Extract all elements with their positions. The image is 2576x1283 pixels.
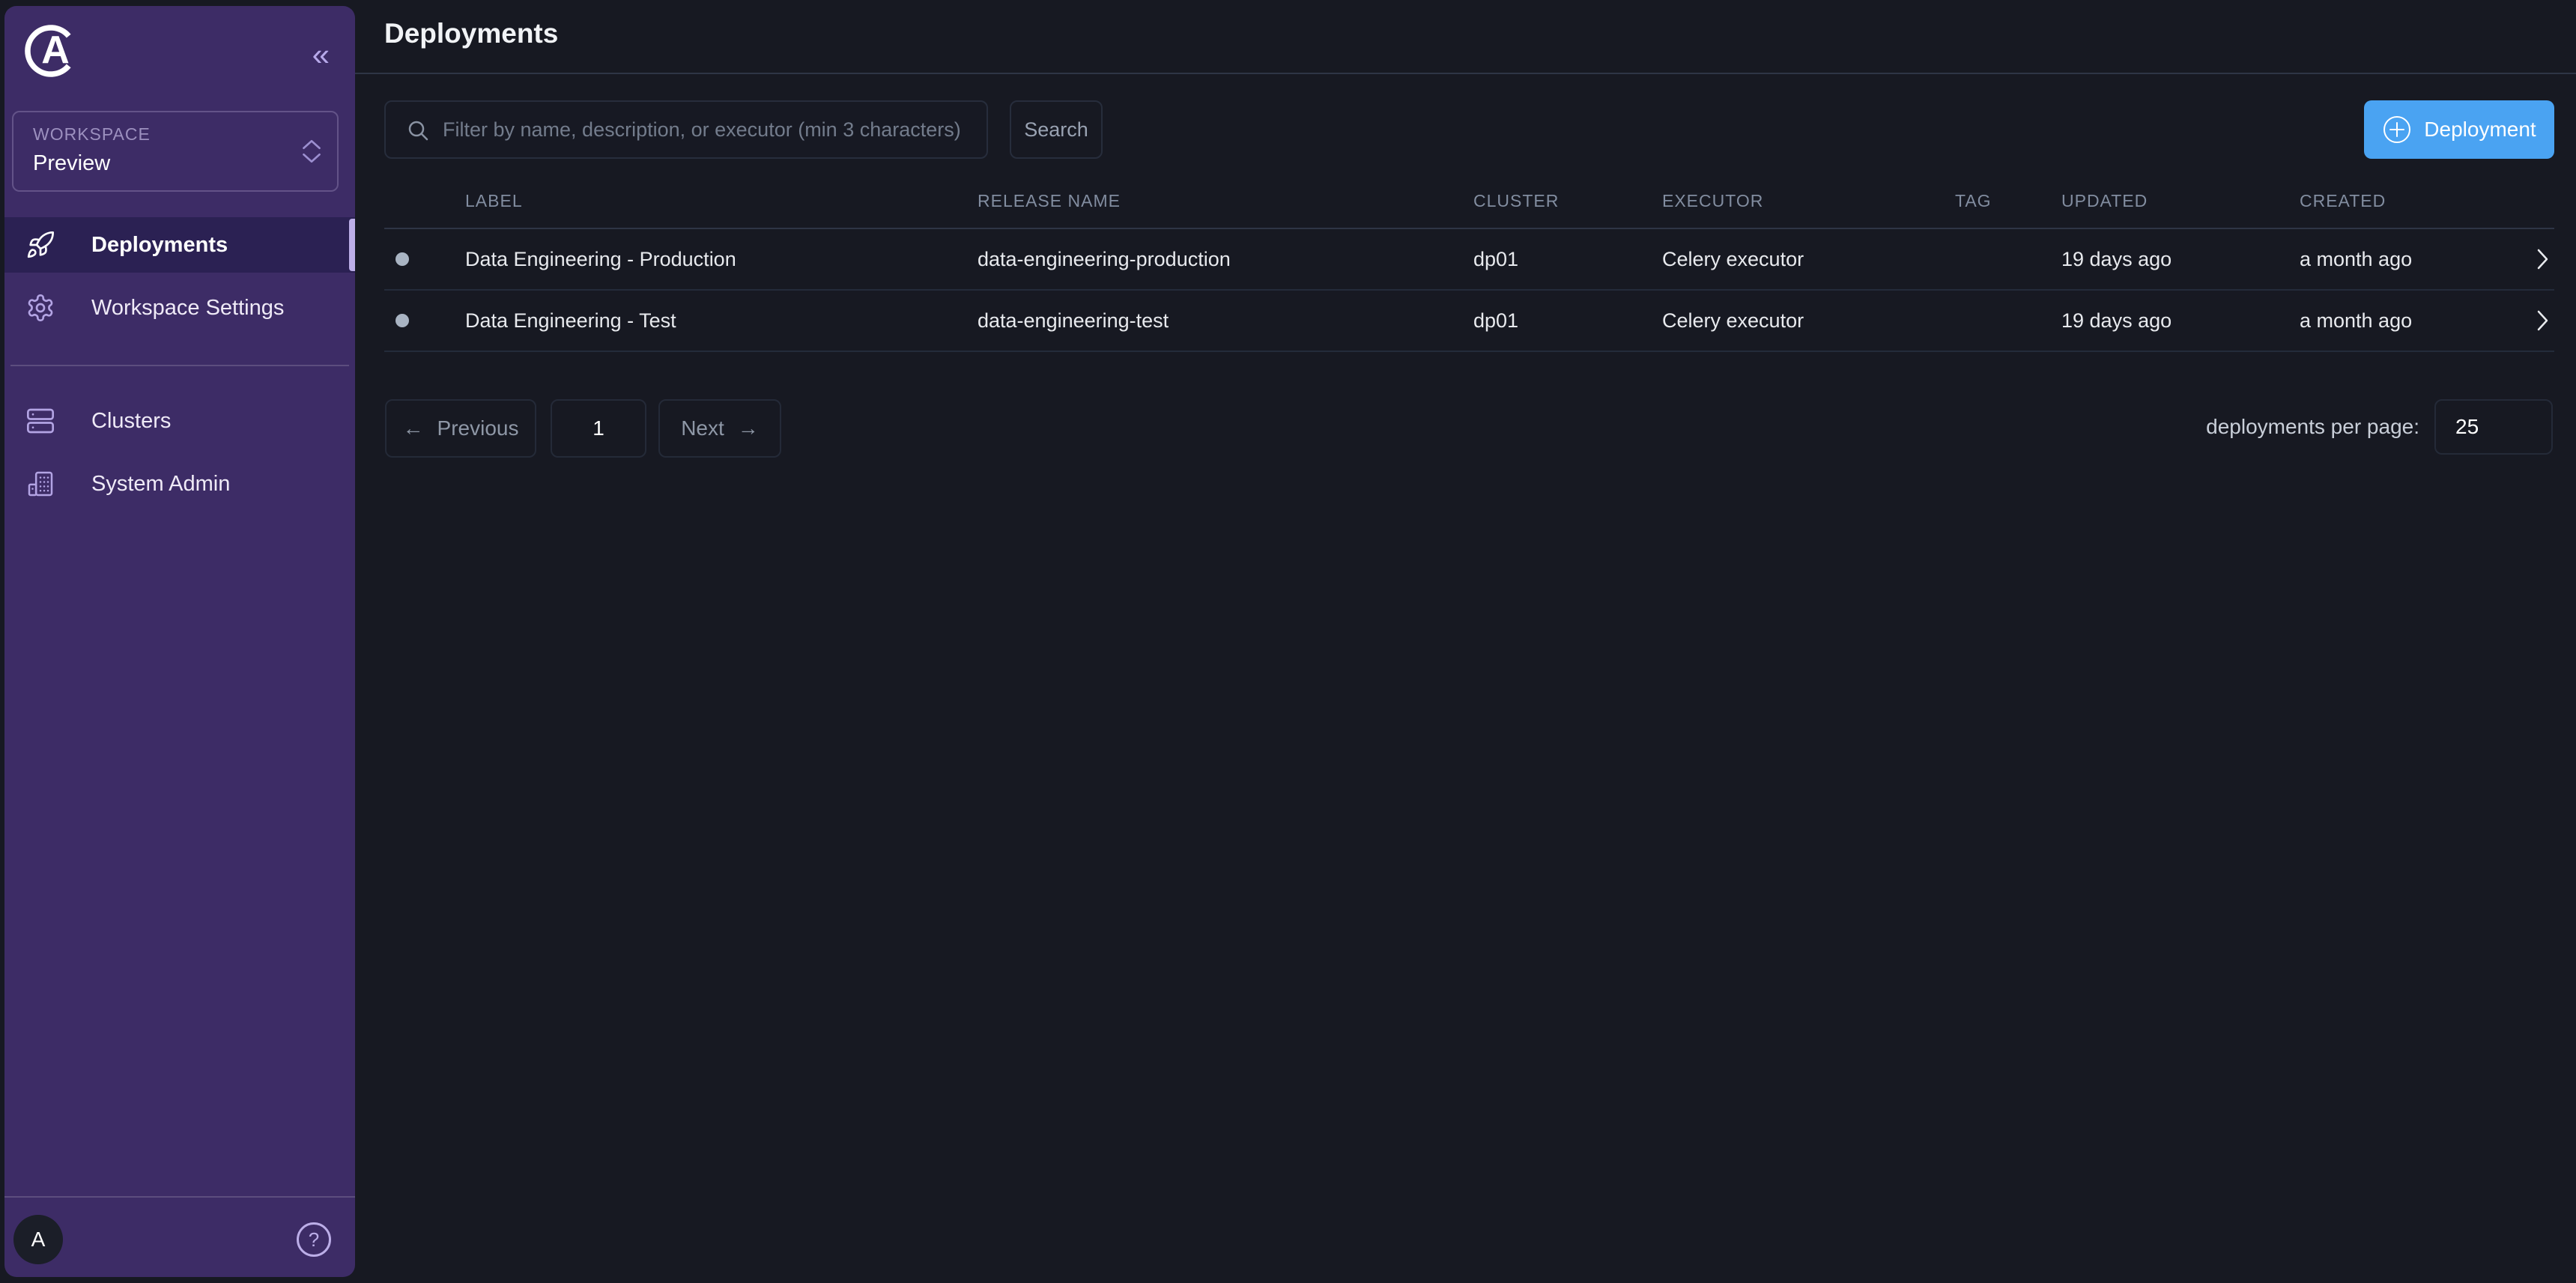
title-divider [355,73,2576,74]
cell-created: a month ago [2300,309,2413,332]
per-page-label: deployments per page: [2206,415,2419,438]
search-field [384,100,988,159]
chevron-right-icon [2537,310,2548,331]
sidebar-item-label: Workspace Settings [91,295,285,320]
new-deployment-label: Deployment [2424,118,2536,141]
column-header-release-name: RELEASE NAME [978,190,1121,210]
svg-text:A: A [41,28,70,72]
page-title: Deployments [384,18,559,49]
table-row[interactable]: Data Engineering - Test data-engineering… [384,291,2554,352]
search-button[interactable]: Search [1010,100,1103,159]
chevron-right-icon [2537,249,2548,270]
previous-label: Previous [437,416,519,440]
pagination: ← Previous 1 Next → [385,399,781,458]
next-page-button[interactable]: Next → [658,399,781,458]
astronomer-logo-icon: A [25,25,71,77]
sidebar: A « WORKSPACE Preview Deployments [4,6,355,1277]
sidebar-item-deployments[interactable]: Deployments [4,217,355,273]
workspace-selector-label: WORKSPACE [33,124,151,144]
status-cell [384,252,465,266]
help-icon[interactable]: ? [297,1222,331,1257]
sidebar-divider [10,365,349,366]
rocket-icon [27,231,54,258]
status-dot [396,314,409,327]
workspace-selector[interactable]: WORKSPACE Preview [12,111,339,192]
cell-created: a month ago [2300,247,2413,270]
sidebar-collapse-button[interactable]: « [312,37,330,72]
search-input[interactable] [443,102,975,157]
sidebar-item-clusters[interactable]: Clusters [4,393,355,449]
column-header-tag: TAG [1955,190,1992,210]
status-dot [396,252,409,266]
cell-release-name: data-engineering-test [978,309,1169,332]
column-header-updated: UPDATED [2061,190,2148,210]
per-page-select[interactable]: 25 [2434,399,2553,455]
cell-executor: Celery executor [1662,309,1804,332]
sidebar-item-label: Clusters [91,408,172,433]
user-avatar[interactable]: A [13,1215,63,1264]
circle-plus-icon [2383,116,2411,143]
previous-page-button[interactable]: ← Previous [385,399,536,458]
table-header-row: LABEL RELEASE NAME CLUSTER EXECUTOR TAG … [384,174,2554,229]
cell-cluster: dp01 [1473,309,1519,332]
gear-icon [28,294,53,321]
sidebar-item-workspace-settings[interactable]: Workspace Settings [4,280,355,336]
cell-label: Data Engineering - Production [465,247,736,270]
new-deployment-button[interactable]: Deployment [2364,100,2554,159]
per-page-control: deployments per page: 25 [2206,399,2553,455]
page-number-box[interactable]: 1 [551,399,646,458]
arrow-left-icon: ← [402,416,424,440]
sidebar-item-system-admin[interactable]: System Admin [4,456,355,512]
column-header-created: CREATED [2300,190,2386,210]
cell-updated: 19 days ago [2061,309,2172,332]
status-cell [384,314,465,327]
cell-cluster: dp01 [1473,247,1519,270]
column-header-label: LABEL [465,190,523,210]
cell-executor: Celery executor [1662,247,1804,270]
sidebar-item-label: Deployments [91,232,228,257]
cell-label: Data Engineering - Test [465,309,676,332]
server-stack-icon [27,408,54,434]
next-label: Next [681,416,724,440]
main-content: Deployments Search Deployment LABEL RE [355,0,2576,1283]
workspace-selector-value: Preview [33,151,111,175]
deployments-table: LABEL RELEASE NAME CLUSTER EXECUTOR TAG … [384,174,2554,352]
cell-updated: 19 days ago [2061,247,2172,270]
row-chevron-cell [2536,309,2554,333]
row-chevron-cell [2536,247,2554,271]
sidebar-footer-divider [4,1196,355,1198]
arrow-right-icon: → [737,416,759,440]
unfold-chevrons-icon [303,139,321,163]
column-header-executor: EXECUTOR [1662,190,1764,210]
table-row[interactable]: Data Engineering - Production data-engin… [384,229,2554,291]
cell-release-name: data-engineering-production [978,247,1231,270]
building-icon [28,471,53,497]
search-icon [408,121,428,141]
sidebar-item-label: System Admin [91,471,231,496]
column-header-cluster: CLUSTER [1473,190,1560,210]
